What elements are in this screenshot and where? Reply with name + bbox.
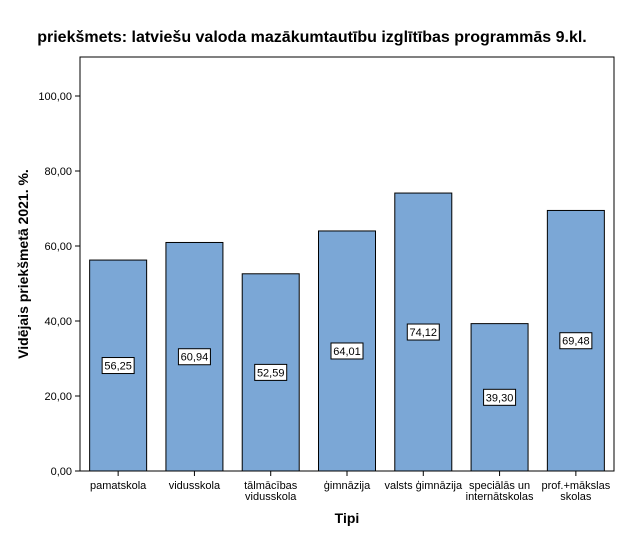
data-label: 69,48 (562, 336, 590, 348)
x-tick-label-line: ģimnāzija (324, 479, 371, 492)
x-axis: pamatskola vidusskola tālmācības vidusskola… (90, 471, 611, 503)
x-tick-label: prof.+mākslas skolas (541, 480, 610, 503)
data-label: 52,59 (257, 367, 285, 379)
x-tick-label-line: speciālās un (469, 480, 530, 492)
data-label-box (330, 342, 364, 360)
data-label: 74,12 (410, 327, 438, 339)
y-tick-label: 60,00 (44, 241, 72, 253)
y-tick-label: 100,00 (38, 91, 72, 103)
bars: 56,25 60,94 52,59 64,01 74,12 39,30 69,48 (89, 192, 605, 472)
x-tick-label: ģimnāzija (324, 479, 371, 492)
x-axis-title: Tipi (335, 510, 360, 526)
y-tick-label: 40,00 (44, 316, 72, 328)
data-label: 39,30 (486, 392, 514, 404)
x-tick-label-line: tālmācības (244, 480, 298, 492)
data-label-box (559, 332, 593, 350)
data-label-box (483, 388, 517, 406)
y-axis: 0,00 20,00 40,00 60,00 80,00 100,00 (38, 91, 80, 478)
x-tick-label-line: internātskolas (466, 491, 534, 503)
x-tick-label: vidusskola (169, 480, 221, 492)
data-label-box (177, 348, 211, 366)
x-tick-label: valsts ģimnāzija (384, 479, 463, 492)
x-tick-label: speciālās un internātskolas (466, 480, 534, 503)
x-tick-label-line: skolas (560, 491, 592, 503)
y-tick-label: 20,00 (44, 391, 72, 403)
data-label: 56,25 (104, 361, 132, 373)
data-label-box (101, 357, 135, 375)
data-label: 60,94 (181, 352, 209, 364)
x-tick-label-line: valsts ģimnāzija (384, 479, 463, 492)
x-tick-label: tālmācības vidusskola (244, 480, 298, 503)
x-tick-label-line: vidusskola (245, 491, 297, 503)
x-tick-label: pamatskola (90, 480, 147, 492)
data-label: 64,01 (333, 346, 361, 358)
bar (546, 209, 605, 472)
y-tick-label: 0,00 (51, 466, 72, 478)
data-label-box (406, 323, 440, 341)
x-tick-label-line: pamatskola (90, 480, 147, 492)
data-label-box (254, 363, 288, 381)
x-tick-label-line: vidusskola (169, 480, 221, 492)
chart-title: priekšmets: latviešu valoda mazākumtautī… (37, 29, 587, 46)
y-axis-title: Vidējais priekšmetā 2021. %. (15, 169, 31, 359)
x-tick-label-line: prof.+mākslas (541, 480, 610, 492)
y-tick-label: 80,00 (44, 166, 72, 178)
